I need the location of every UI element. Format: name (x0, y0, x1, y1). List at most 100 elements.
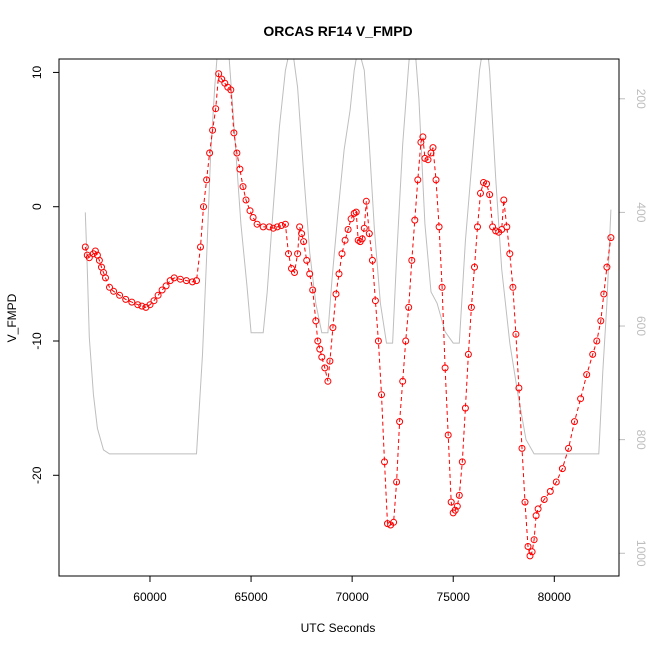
data-point (414, 176, 422, 184)
data-point (253, 220, 261, 228)
data-point (477, 189, 484, 197)
data-point (150, 297, 158, 305)
data-point (524, 543, 532, 550)
data-point (110, 287, 118, 295)
x-tick-label: 60000 (133, 590, 167, 604)
data-point (298, 230, 306, 238)
data-point (571, 418, 578, 426)
y-tick-label: -10 (30, 332, 44, 350)
data-point (360, 224, 368, 232)
data-point (291, 269, 298, 276)
data-point (597, 317, 605, 325)
data-point (607, 234, 615, 242)
data-point (347, 215, 355, 223)
data-point (447, 498, 455, 506)
data-point (326, 357, 334, 365)
data-point (91, 247, 99, 255)
data-point (540, 496, 548, 503)
data-point (332, 290, 340, 298)
data-point (358, 235, 366, 243)
data-point (455, 491, 463, 499)
data-point (435, 223, 443, 231)
data-point (146, 301, 154, 309)
data-point (421, 154, 429, 162)
data-point (246, 207, 254, 215)
data-point (362, 197, 370, 205)
y2-tick-label: 800 (634, 430, 648, 450)
data-point (85, 254, 93, 262)
data-point (230, 129, 238, 137)
data-point (532, 512, 540, 520)
data-point (565, 444, 572, 452)
x-tick-label: 80000 (538, 590, 572, 604)
data-point (509, 283, 517, 291)
data-point (464, 350, 472, 358)
data-point (438, 283, 446, 291)
data-point (390, 518, 398, 526)
data-point (402, 337, 410, 345)
data-point (233, 149, 241, 157)
y-tick-label: 10 (30, 65, 44, 79)
data-point (158, 286, 166, 294)
y-tick-label: -20 (30, 466, 44, 484)
data-point (281, 220, 289, 228)
primary-series-line (84, 72, 612, 558)
data-point (419, 133, 427, 141)
data-point (296, 223, 304, 231)
data-point (312, 317, 320, 325)
data-point (512, 330, 520, 338)
data-point (589, 350, 597, 358)
data-point (324, 377, 332, 385)
data-point (306, 270, 314, 278)
data-point (429, 144, 437, 152)
data-point (138, 302, 146, 310)
data-point (558, 465, 566, 473)
data-point (381, 458, 388, 466)
data-point (122, 295, 130, 303)
y2-tick-label: 1000 (634, 540, 648, 567)
data-point (405, 303, 413, 311)
y-axis-label: V_FMPD (5, 293, 19, 342)
data-point (249, 214, 257, 221)
secondary-series-line (84, 59, 612, 455)
data-point (154, 291, 162, 299)
data-point (294, 250, 302, 258)
data-point (188, 278, 196, 286)
data-point (583, 371, 591, 379)
data-point (474, 223, 481, 231)
data-point (209, 126, 217, 134)
data-point (350, 209, 358, 217)
data-point (371, 297, 379, 305)
data-point (242, 196, 250, 204)
data-point (552, 478, 560, 486)
data-point (269, 224, 277, 232)
data-point (344, 226, 352, 233)
data-point (341, 236, 349, 244)
data-point (102, 274, 109, 282)
data-point (236, 165, 244, 173)
data-point (352, 208, 360, 216)
data-point (303, 256, 311, 264)
data-point (321, 364, 329, 372)
plot-frame (58, 58, 620, 577)
data-point (316, 345, 324, 353)
data-point (285, 250, 292, 258)
y-tick-label: 0 (30, 203, 44, 210)
data-point (467, 303, 475, 311)
data-point (354, 236, 362, 244)
data-point (432, 176, 440, 184)
data-point (603, 263, 611, 271)
data-point (329, 324, 337, 332)
data-point (365, 230, 373, 238)
data-point (273, 223, 281, 231)
y2-tick-label: 400 (634, 202, 648, 222)
data-point (396, 418, 404, 426)
data-point (500, 196, 508, 204)
data-point (81, 243, 89, 251)
y2-tick-label: 600 (634, 316, 648, 336)
data-point (458, 458, 466, 466)
data-point (95, 256, 103, 264)
data-point (314, 337, 322, 345)
